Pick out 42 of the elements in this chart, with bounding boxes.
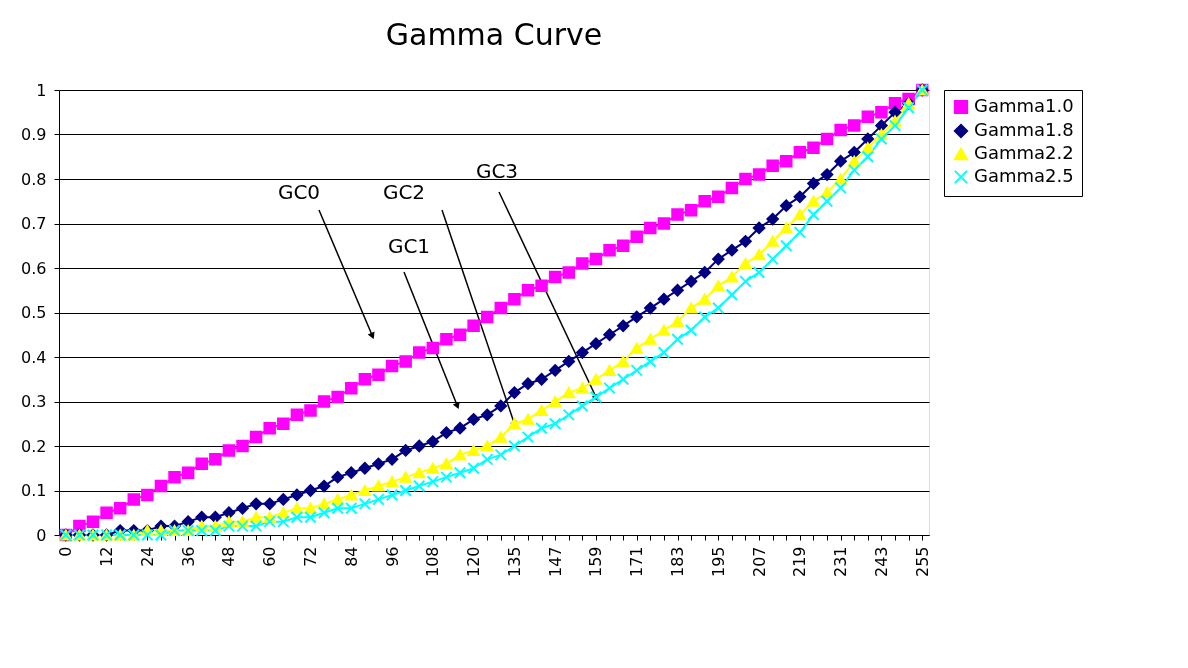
x-tick-label: 183 [668, 546, 688, 578]
x-tick-label: 108 [423, 546, 443, 578]
y-tick-label: 0.1 [21, 481, 47, 500]
x-tick-label: 36 [178, 546, 198, 567]
y-tick-label: 0.7 [21, 214, 47, 233]
x-tick-label: 96 [382, 546, 402, 567]
x-tick-label: 147 [545, 546, 565, 578]
y-tick-label: 0.8 [21, 169, 47, 189]
y-tick-label: 0.4 [21, 347, 47, 367]
legend-label: Gamma1.8 [974, 119, 1074, 140]
x-tick-label: 135 [504, 546, 524, 578]
legend-label: Gamma1.0 [974, 95, 1074, 116]
chart-title: Gamma Curve [385, 16, 603, 52]
x-tick-label: 48 [219, 546, 239, 567]
annotation: GC1 [387, 234, 431, 258]
x-tick-label: 72 [300, 546, 320, 567]
x-tick-label: 219 [790, 546, 810, 578]
y-tick-label: 0.6 [21, 258, 47, 278]
y-tick-label: 0.9 [21, 125, 47, 144]
annotation: GC2 [382, 180, 426, 204]
x-tick-label: 159 [586, 546, 606, 578]
y-tick-label: 0.3 [21, 392, 47, 411]
x-tick-label: 255 [912, 546, 932, 578]
annotation: GC0 [277, 180, 321, 204]
y-tick-label: 0.2 [21, 436, 47, 456]
x-tick-label: 207 [749, 546, 769, 578]
x-tick-label: 120 [464, 546, 484, 578]
x-tick-label: 0 [56, 546, 76, 557]
legend-label: Gamma2.2 [974, 142, 1074, 163]
x-tick-label: 195 [708, 546, 728, 578]
legend-label: Gamma2.5 [974, 165, 1074, 186]
x-tick-label: 60 [260, 546, 280, 567]
x-tick-label: 24 [137, 546, 157, 567]
y-tick-label: 0 [36, 525, 47, 545]
annotation: GC3 [475, 159, 519, 183]
y-tick-label: 1 [36, 80, 47, 100]
x-tick-label: 84 [341, 546, 361, 567]
y-tick-label: 0.5 [21, 303, 47, 322]
x-tick-label: 243 [871, 546, 891, 578]
x-tick-label: 231 [831, 546, 851, 578]
x-tick-label: 171 [627, 546, 647, 578]
x-tick-label: 12 [97, 546, 117, 567]
